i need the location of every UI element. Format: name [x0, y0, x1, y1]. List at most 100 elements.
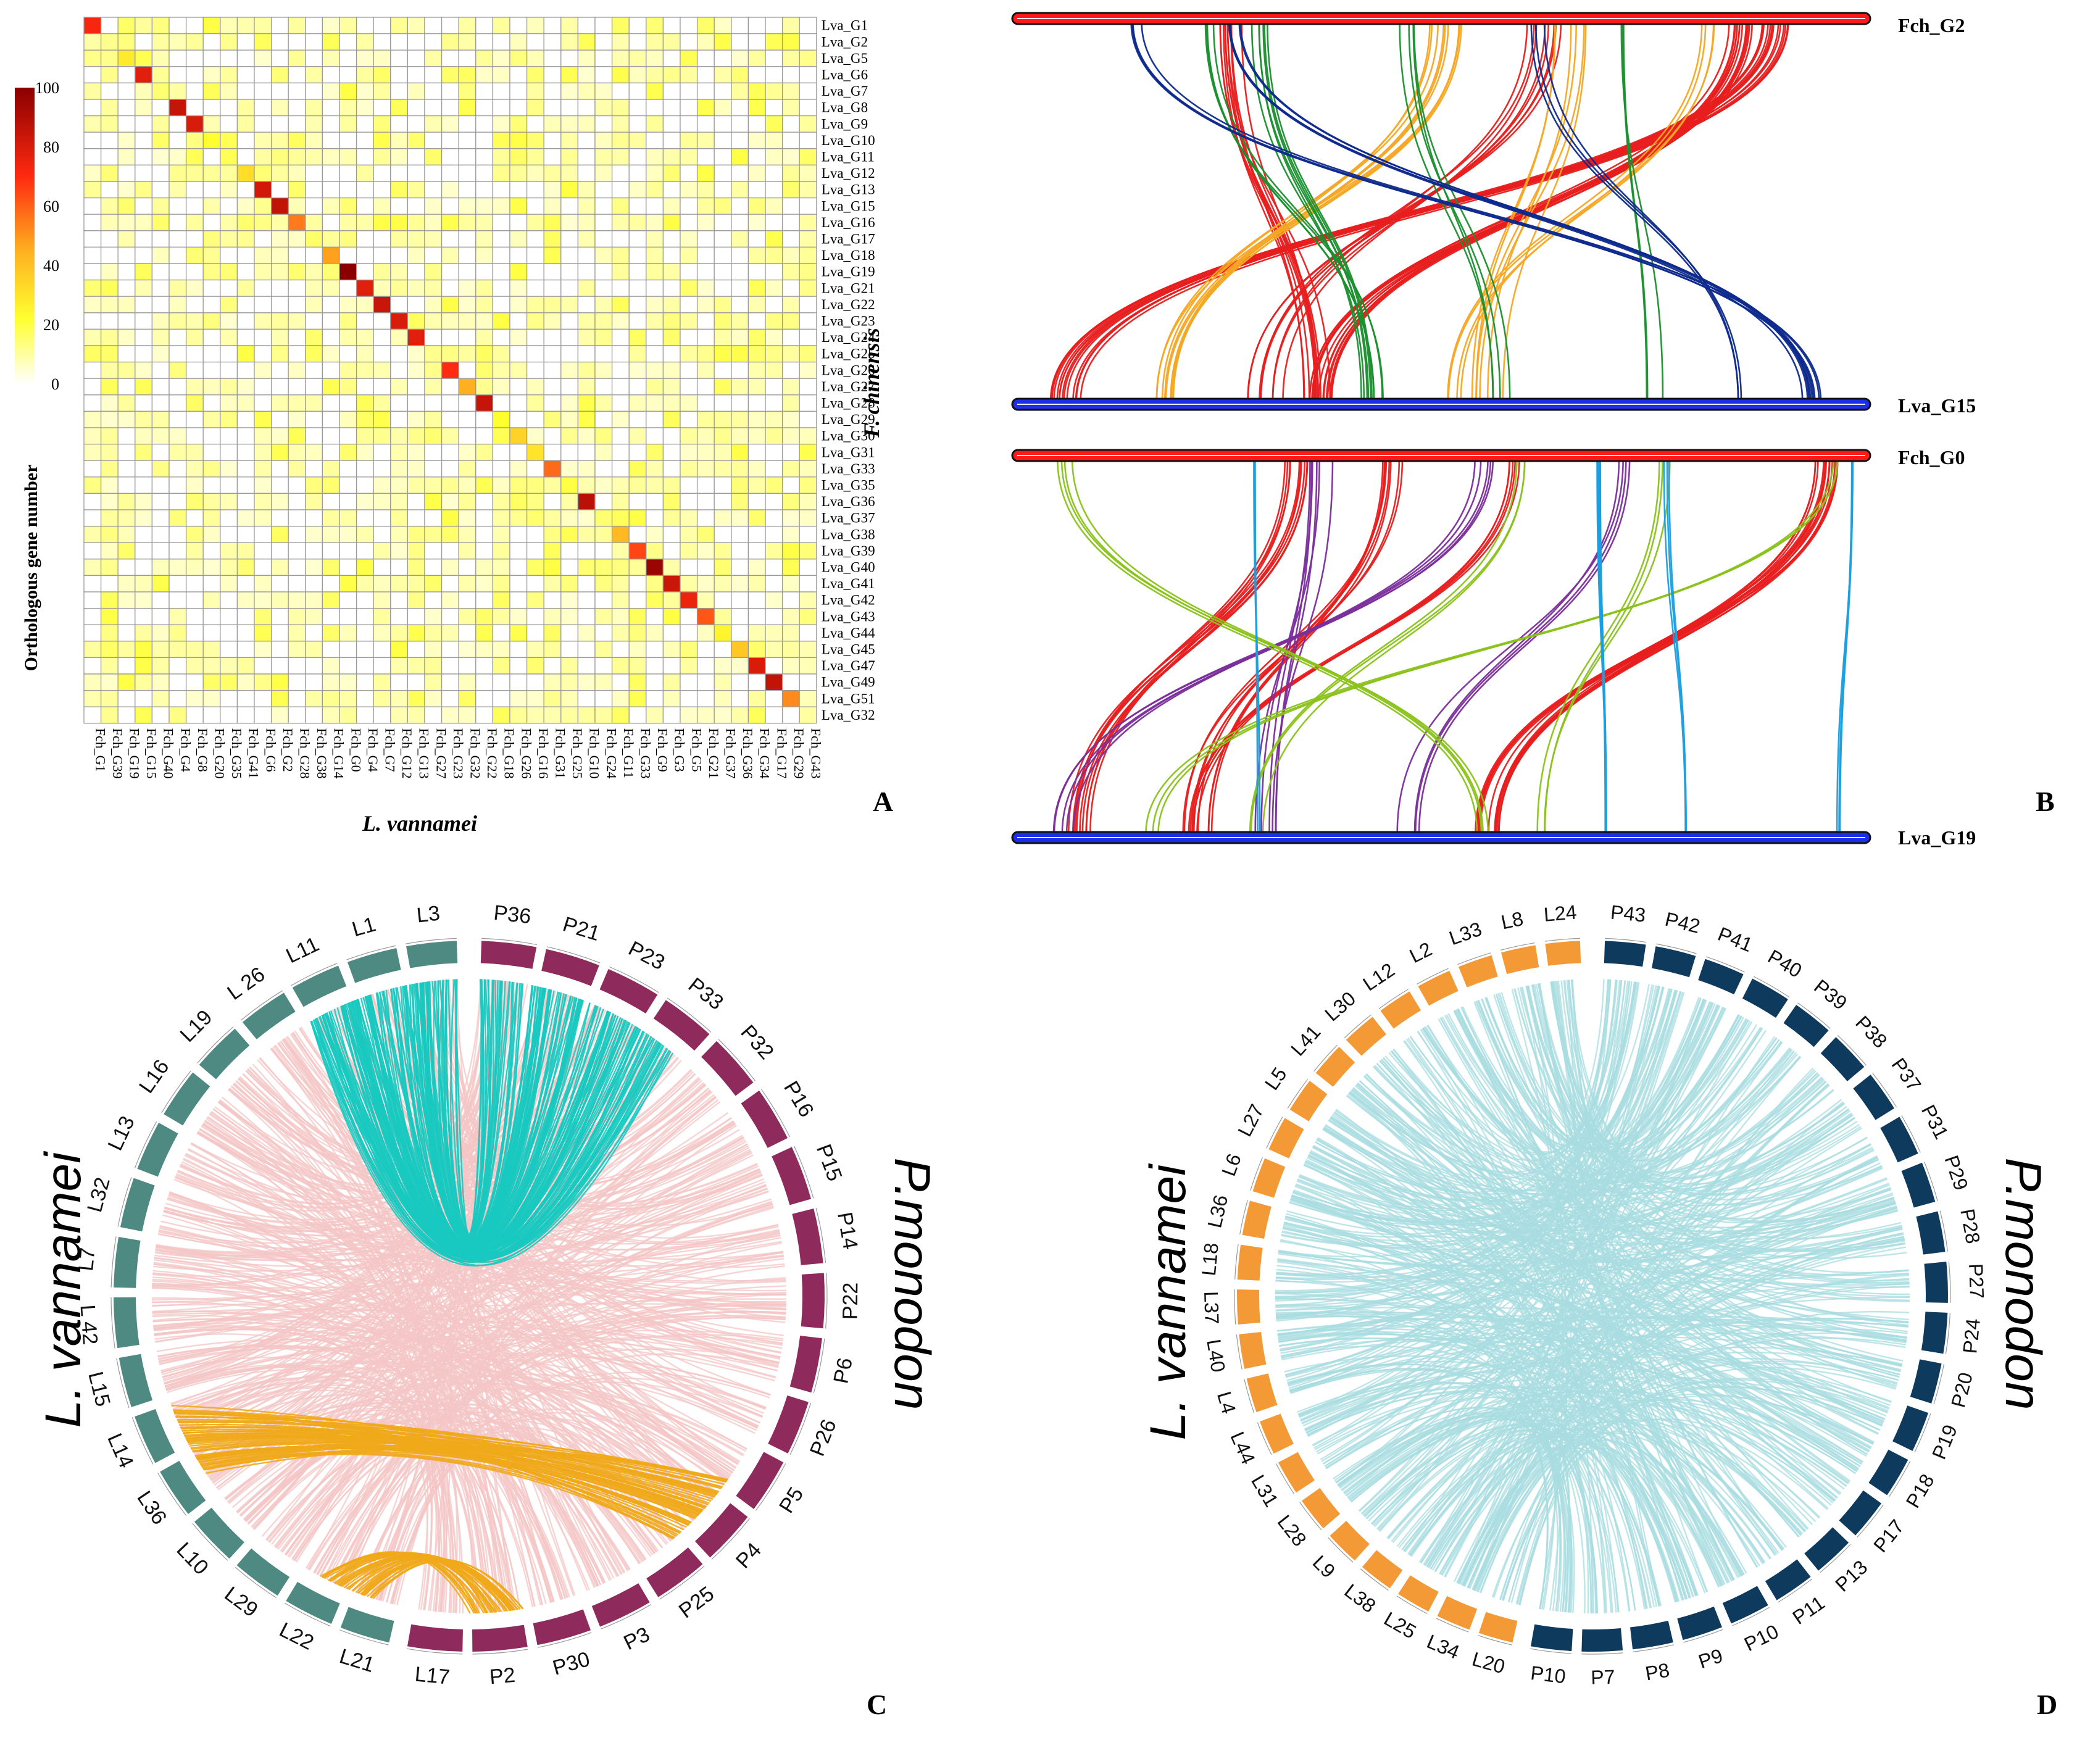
heatmap-diagonal-cell [117, 49, 136, 67]
synteny-link [1079, 459, 1309, 834]
heatmap-cell [714, 82, 732, 100]
chromosome-label: P15 [812, 1141, 847, 1184]
circos-link [1444, 1015, 1910, 1302]
synteny-link [1413, 22, 1511, 401]
heatmap-cell [577, 181, 596, 199]
circos-link [1276, 1261, 1549, 1610]
heatmap-cell [560, 66, 579, 84]
circos-link [1286, 1213, 1688, 1599]
heatmap-cell [509, 378, 528, 396]
chromosome-label: L2 [1406, 938, 1436, 967]
heatmap-cell [611, 624, 630, 642]
circos-link [1289, 1368, 1617, 1613]
circos-link [154, 1154, 754, 1336]
circos-link [1458, 1056, 1802, 1584]
heatmap-cell [611, 214, 630, 231]
heatmap-cell [236, 230, 255, 248]
heatmap-cell [100, 706, 119, 724]
heatmap-cell [714, 493, 732, 510]
heatmap-cell [747, 624, 766, 642]
heatmap-cell [390, 33, 409, 51]
heatmap-cell [458, 148, 477, 166]
heatmap-cell [492, 197, 510, 215]
heatmap-col-label: Fch_G8 [195, 728, 210, 772]
heatmap-cell [714, 263, 732, 281]
heatmap-cell [662, 279, 681, 297]
heatmap-cell [322, 542, 340, 560]
chromosome-segment [1722, 1586, 1768, 1624]
circos-highlight-link [365, 980, 502, 1244]
heatmap-cell [424, 99, 443, 117]
heatmap-cell [646, 641, 664, 659]
heatmap-cell [339, 641, 357, 659]
chromosome-label: L25 [1380, 1607, 1420, 1643]
heatmap-cell [509, 296, 528, 314]
heatmap-cell [185, 427, 204, 445]
heatmap-cell [594, 361, 613, 379]
heatmap-cell [441, 607, 459, 625]
heatmap-cell [83, 706, 102, 724]
heatmap-cell [594, 673, 613, 691]
heatmap-cell [169, 33, 187, 51]
heatmap-cell [492, 689, 510, 707]
heatmap-cell [714, 657, 732, 675]
heatmap-cell [577, 17, 596, 35]
heatmap-cell [731, 706, 749, 724]
heatmap-cell [543, 230, 562, 248]
circos-link [1409, 1435, 1684, 1600]
heatmap-cell [407, 607, 425, 625]
heatmap-cell [373, 607, 391, 625]
heatmap-cell [236, 214, 255, 231]
heatmap-cell [135, 394, 153, 412]
heatmap-cell [390, 509, 409, 527]
heatmap-cell [100, 476, 119, 494]
chromosome-segment [1581, 1628, 1623, 1652]
heatmap-row-label: Lva_G29 [822, 412, 875, 427]
heatmap-cell [373, 559, 391, 576]
heatmap-cell [577, 591, 596, 609]
heatmap-cell [611, 131, 630, 149]
heatmap-cell [492, 460, 510, 478]
heatmap-cell [799, 328, 817, 346]
heatmap-cell [475, 460, 494, 478]
chromosome-segment [1868, 1449, 1908, 1496]
heatmap-cell [373, 197, 391, 215]
heatmap-cell [799, 296, 817, 314]
synteny-link [1272, 22, 1546, 401]
heatmap-cell [254, 378, 272, 396]
heatmap-cell [781, 641, 800, 659]
heatmap-cell [646, 591, 664, 609]
circos-link [1552, 981, 1909, 1274]
heatmap-cell [424, 148, 443, 166]
heatmap-col-label: Fch_G11 [621, 728, 636, 778]
chromosome-segment [1437, 1596, 1478, 1630]
heatmap-cell [169, 689, 187, 707]
heatmap-cell [594, 279, 613, 297]
heatmap-cell [509, 263, 528, 281]
heatmap-cell [594, 82, 613, 100]
heatmap-cell [594, 657, 613, 675]
heatmap-cell [356, 82, 374, 100]
circos-link [152, 1187, 768, 1304]
heatmap-cell [475, 673, 494, 691]
heatmap-cell [441, 394, 459, 412]
circos-link [268, 1200, 772, 1544]
heatmap-cell [135, 559, 153, 576]
heatmap-cell [696, 82, 715, 100]
scale-ring [755, 1463, 786, 1511]
heatmap-cell [356, 296, 374, 314]
heatmap-cell [628, 591, 647, 609]
chromosome-segment [406, 941, 458, 968]
heatmap-cell [356, 214, 374, 231]
synteny-link [1262, 22, 1368, 401]
circos-link [1409, 980, 1617, 1155]
heatmap-cell [781, 49, 800, 67]
heatmap-cell [765, 214, 783, 231]
chromosome-label: L29 [220, 1582, 262, 1621]
heatmap-cell [611, 706, 630, 724]
heatmap-cell [611, 427, 630, 445]
circos-link [164, 1364, 452, 1613]
circos-link [1328, 1119, 1903, 1366]
